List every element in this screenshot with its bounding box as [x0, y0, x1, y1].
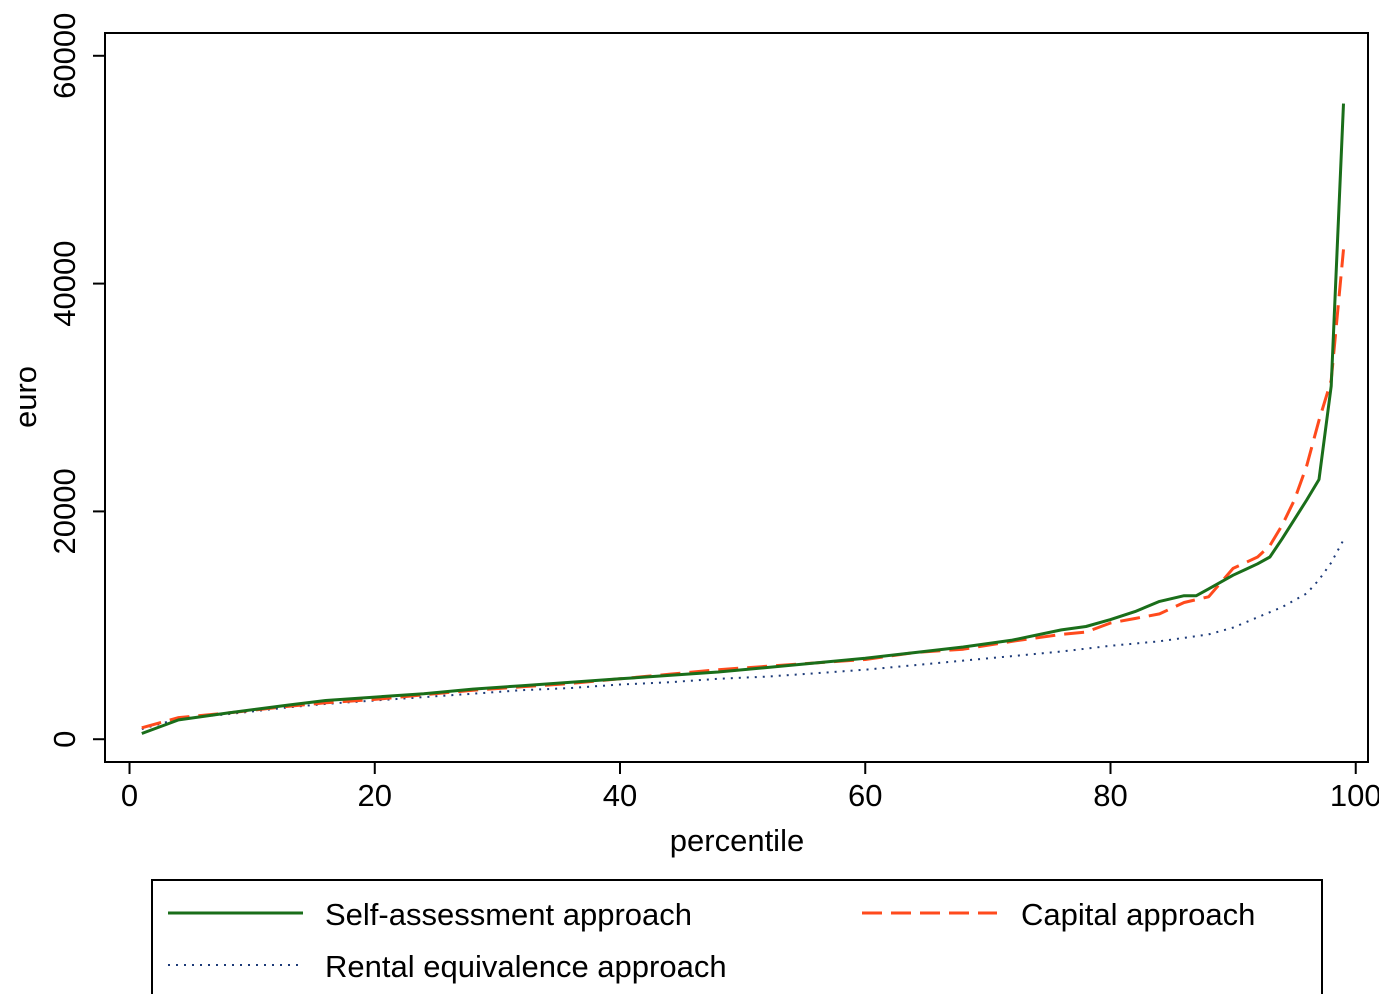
plot-area: [104, 32, 1369, 763]
y-tick-label: 60000: [47, 13, 82, 99]
x-tick-label: 100: [1330, 778, 1379, 813]
series-line-0: [141, 103, 1345, 735]
x-tick-label: 40: [603, 778, 637, 813]
legend-box: [151, 879, 1323, 994]
series-layer: [141, 103, 1345, 735]
y-axis: 0 20000 40000 60000: [47, 13, 106, 762]
x-axis-title: percentile: [670, 823, 804, 858]
x-tick-label: 80: [1093, 778, 1127, 813]
legend-label-self-assessment: Self-assessment approach: [325, 897, 692, 932]
x-tick-label: 60: [848, 778, 882, 813]
y-axis-title: euro: [8, 366, 43, 428]
x-tick-label: 0: [121, 778, 138, 813]
legend-label-rental: Rental equivalence approach: [325, 949, 727, 984]
y-tick-label: 40000: [47, 240, 82, 326]
y-tick-label: 20000: [47, 468, 82, 554]
x-axis: 0 20 40 60 80 100: [105, 761, 1379, 813]
x-tick-label: 20: [358, 778, 392, 813]
series-line-2: [141, 539, 1345, 730]
y-tick-label: 0: [47, 731, 82, 748]
legend-label-capital: Capital approach: [1021, 897, 1255, 932]
legend: Self-assessment approach Capital approac…: [151, 879, 1323, 994]
